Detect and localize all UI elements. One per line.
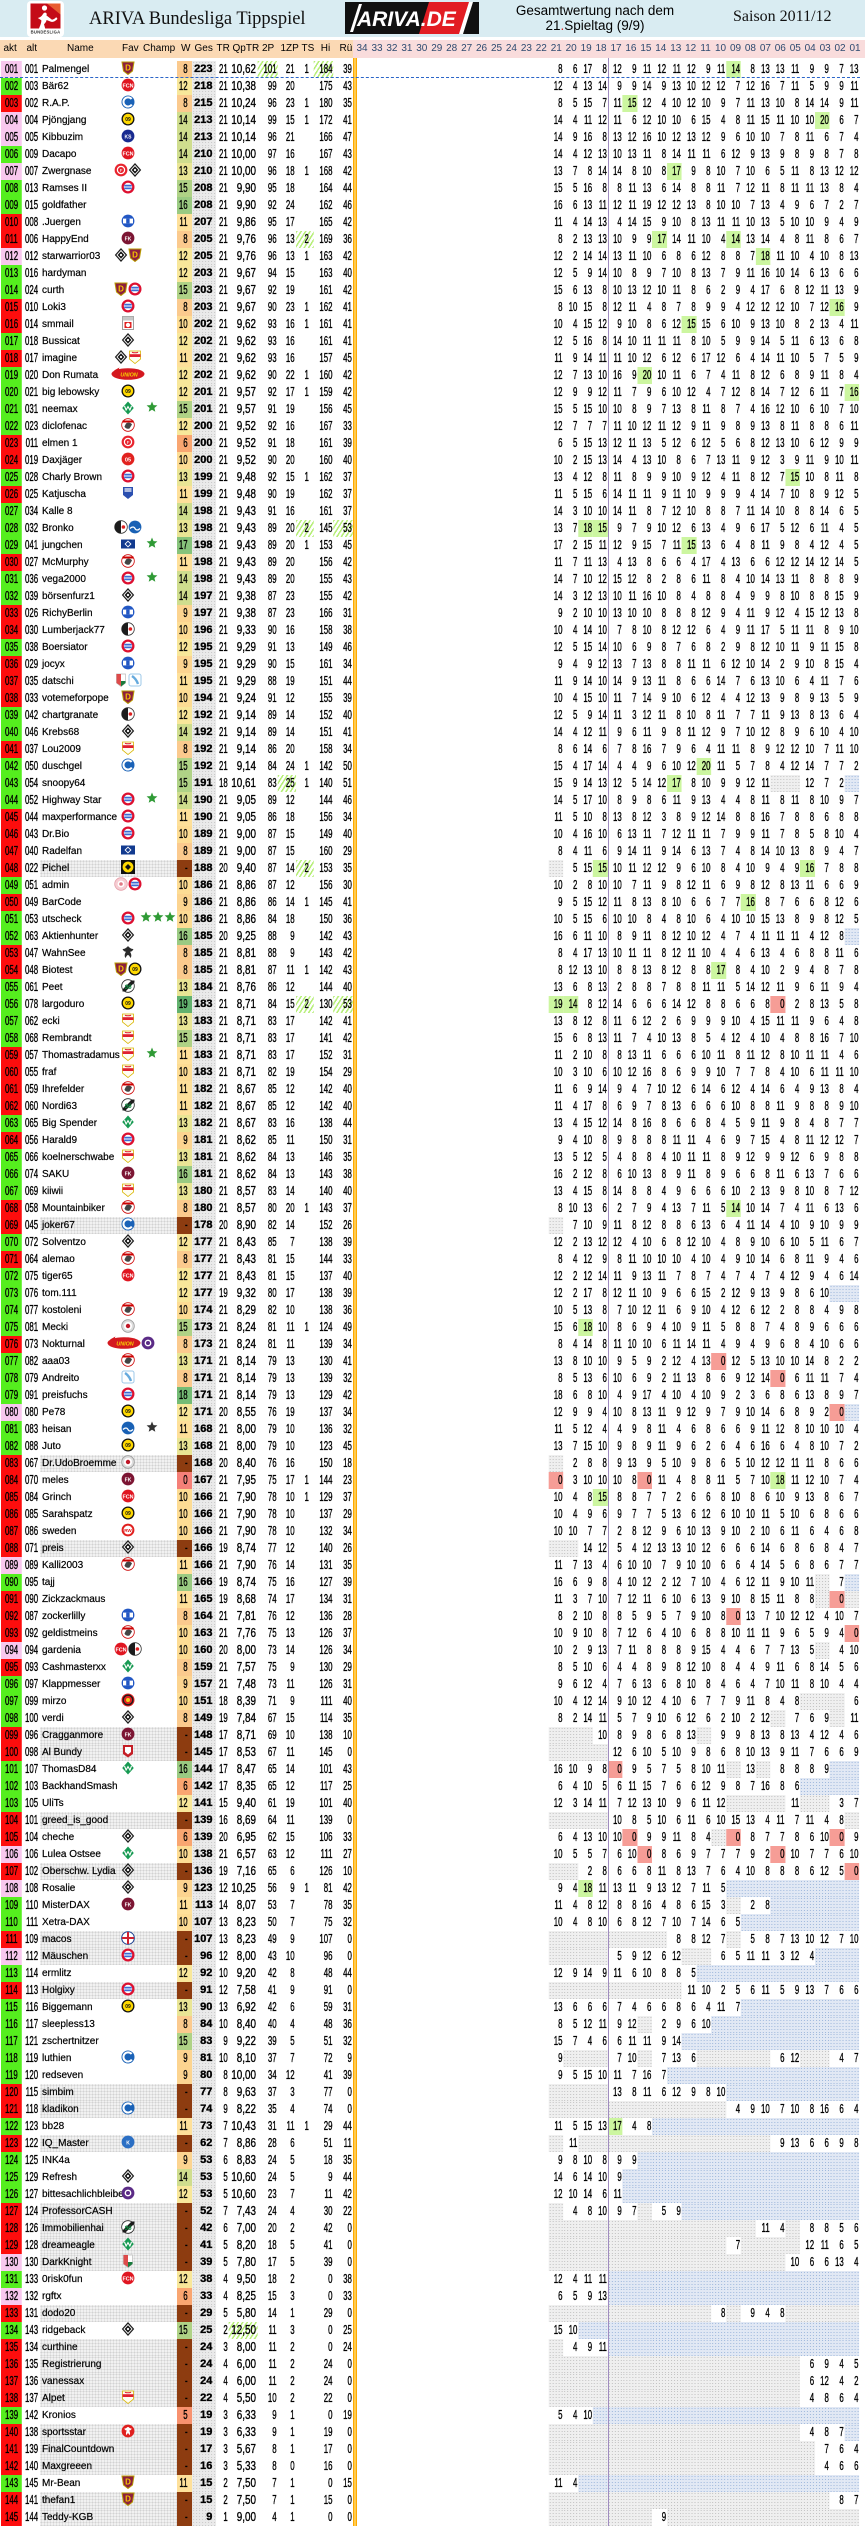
svg-text:UNION: UNION <box>120 373 137 379</box>
svg-text:09: 09 <box>125 2004 131 2010</box>
svg-text:D: D <box>125 693 131 702</box>
svg-text:FK: FK <box>125 236 132 242</box>
svg-text:09: 09 <box>132 967 138 973</box>
svg-text:FK: FK <box>125 1171 132 1177</box>
svg-text:FCN: FCN <box>122 83 133 89</box>
svg-text:D: D <box>125 2495 131 2504</box>
svg-text:KS: KS <box>125 134 133 140</box>
svg-text:FCN: FCN <box>122 1273 133 1279</box>
svg-text:09: 09 <box>125 1409 131 1415</box>
svg-text:D: D <box>125 2478 131 2487</box>
svg-text:FCN: FCN <box>122 2276 133 2282</box>
svg-text:FK: FK <box>125 1732 132 1738</box>
svg-text:05: 05 <box>125 457 131 463</box>
svg-text:K: K <box>126 2140 130 2146</box>
svg-text:09: 09 <box>125 1443 131 1449</box>
svg-text:FK: FK <box>125 1477 132 1483</box>
svg-text:96: 96 <box>124 1103 132 1110</box>
svg-text:D: D <box>118 285 124 294</box>
svg-text:ARIVA.DE: ARIVA.DE <box>356 8 457 31</box>
svg-text:FCN: FCN <box>122 1494 133 1500</box>
svg-text:96: 96 <box>124 984 132 991</box>
svg-text:RW: RW <box>124 1528 132 1533</box>
svg-text:D: D <box>125 64 131 73</box>
svg-text:09: 09 <box>125 1511 131 1517</box>
svg-text:96: 96 <box>124 2225 132 2232</box>
svg-text:09: 09 <box>125 389 131 395</box>
svg-text:F: F <box>127 440 130 445</box>
svg-text:FCN: FCN <box>122 151 133 157</box>
svg-text:FCN: FCN <box>115 1647 126 1653</box>
svg-text:FK: FK <box>125 1902 132 1908</box>
svg-text:09: 09 <box>125 117 131 123</box>
svg-text:F: F <box>120 168 123 173</box>
svg-text:BUNDESLIGA: BUNDESLIGA <box>31 30 61 35</box>
svg-text:D: D <box>132 251 138 260</box>
svg-text:D: D <box>118 965 124 974</box>
svg-text:09: 09 <box>125 1001 131 1007</box>
svg-text:UNION: UNION <box>116 1342 133 1348</box>
